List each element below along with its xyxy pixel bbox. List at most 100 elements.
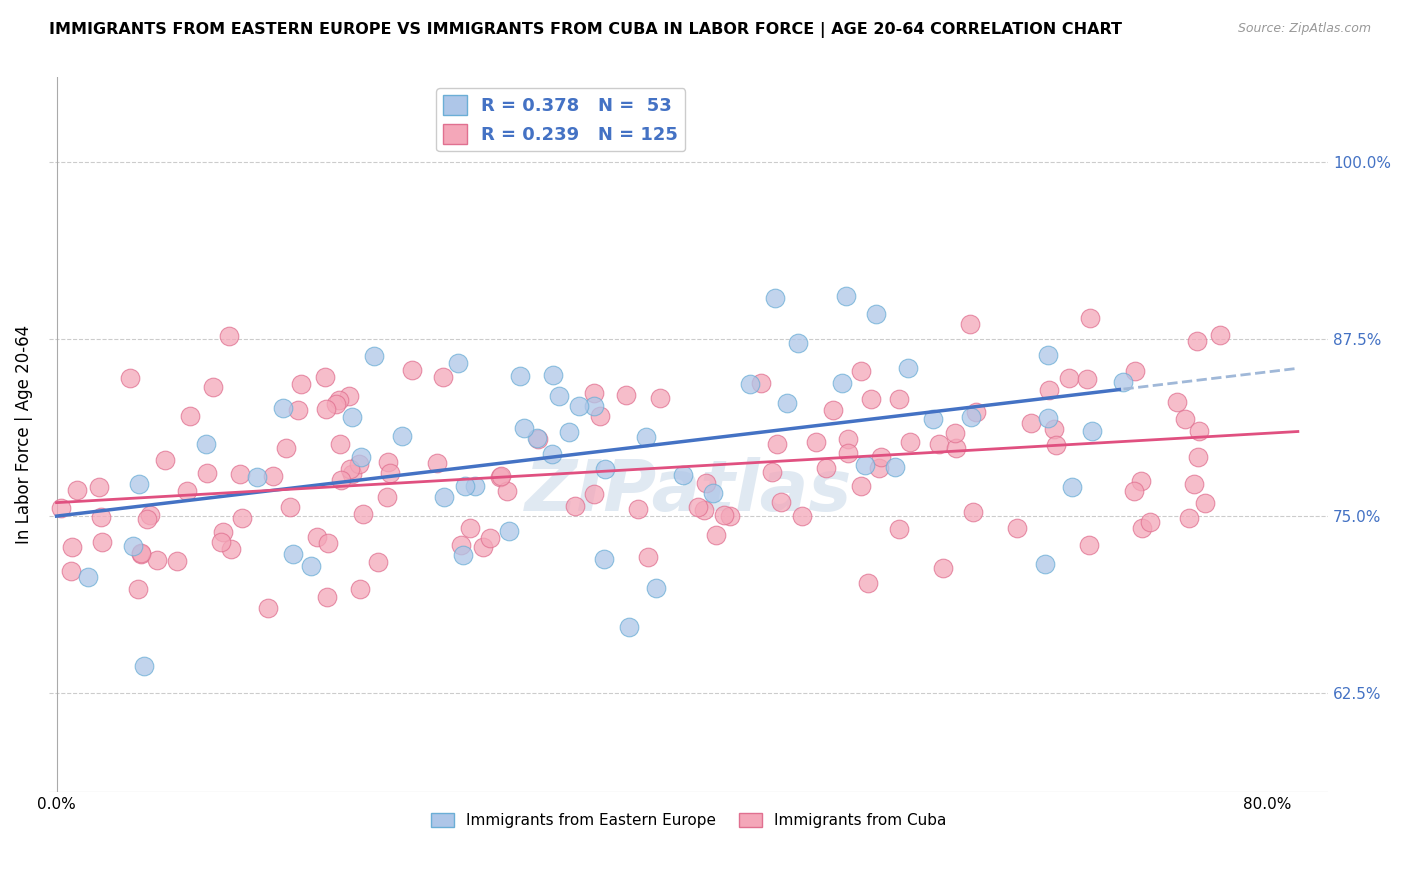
Point	[498, 524, 520, 538]
Point	[837, 432, 859, 446]
Point	[454, 478, 477, 492]
Point	[299, 558, 322, 573]
Point	[496, 483, 519, 498]
Point	[959, 409, 981, 424]
Point	[582, 399, 605, 413]
Point	[127, 582, 149, 596]
Point	[695, 475, 717, 490]
Point	[307, 530, 329, 544]
Point	[329, 437, 352, 451]
Point	[527, 432, 550, 446]
Point	[179, 409, 201, 424]
Point	[479, 532, 502, 546]
Point	[645, 582, 668, 596]
Point	[262, 469, 284, 483]
Point	[60, 540, 83, 554]
Point	[129, 547, 152, 561]
Point	[1060, 480, 1083, 494]
Point	[945, 441, 967, 455]
Point	[60, 565, 83, 579]
Point	[231, 511, 253, 525]
Point	[464, 479, 486, 493]
Point	[290, 376, 312, 391]
Point	[77, 570, 100, 584]
Point	[129, 546, 152, 560]
Point	[166, 554, 188, 568]
Point	[814, 461, 837, 475]
Point	[377, 455, 399, 469]
Point	[337, 389, 360, 403]
Point	[849, 364, 872, 378]
Point	[1185, 334, 1208, 348]
Point	[256, 601, 278, 615]
Point	[340, 467, 363, 482]
Point	[869, 450, 891, 464]
Point	[278, 500, 301, 514]
Point	[634, 430, 657, 444]
Point	[1129, 474, 1152, 488]
Point	[688, 500, 710, 515]
Point	[738, 376, 761, 391]
Point	[865, 307, 887, 321]
Point	[314, 370, 336, 384]
Point	[887, 392, 910, 406]
Point	[637, 549, 659, 564]
Point	[548, 389, 571, 403]
Point	[1187, 450, 1209, 464]
Point	[367, 555, 389, 569]
Point	[509, 368, 531, 383]
Point	[922, 412, 945, 426]
Point	[648, 391, 671, 405]
Point	[965, 405, 987, 419]
Point	[831, 376, 853, 391]
Point	[132, 659, 155, 673]
Text: Source: ZipAtlas.com: Source: ZipAtlas.com	[1237, 22, 1371, 36]
Point	[195, 466, 218, 480]
Point	[447, 356, 470, 370]
Point	[541, 368, 564, 383]
Point	[1123, 484, 1146, 499]
Point	[1078, 311, 1101, 326]
Text: IMMIGRANTS FROM EASTERN EUROPE VS IMMIGRANTS FROM CUBA IN LABOR FORCE | AGE 20-6: IMMIGRANTS FROM EASTERN EUROPE VS IMMIGR…	[49, 22, 1122, 38]
Point	[1038, 411, 1060, 425]
Text: ZIPatlas: ZIPatlas	[524, 458, 852, 526]
Point	[363, 349, 385, 363]
Point	[931, 561, 953, 575]
Point	[1033, 558, 1056, 572]
Point	[489, 468, 512, 483]
Point	[432, 369, 454, 384]
Point	[329, 474, 352, 488]
Point	[583, 487, 606, 501]
Point	[897, 361, 920, 376]
Point	[856, 575, 879, 590]
Point	[1123, 364, 1146, 378]
Point	[90, 509, 112, 524]
Point	[868, 461, 890, 475]
Y-axis label: In Labor Force | Age 20-64: In Labor Force | Age 20-64	[15, 326, 32, 544]
Point	[211, 535, 233, 549]
Point	[513, 421, 536, 435]
Point	[228, 467, 250, 482]
Point	[128, 476, 150, 491]
Point	[246, 470, 269, 484]
Point	[1045, 438, 1067, 452]
Point	[928, 437, 950, 451]
Point	[1005, 521, 1028, 535]
Point	[887, 522, 910, 536]
Point	[450, 538, 472, 552]
Point	[804, 435, 827, 450]
Point	[1130, 521, 1153, 535]
Point	[1174, 412, 1197, 426]
Point	[898, 435, 921, 450]
Point	[426, 457, 449, 471]
Point	[201, 380, 224, 394]
Point	[65, 483, 87, 497]
Point	[339, 462, 361, 476]
Point	[1076, 372, 1098, 386]
Point	[194, 436, 217, 450]
Point	[761, 465, 783, 479]
Point	[1188, 424, 1211, 438]
Point	[287, 403, 309, 417]
Point	[316, 590, 339, 604]
Point	[693, 503, 716, 517]
